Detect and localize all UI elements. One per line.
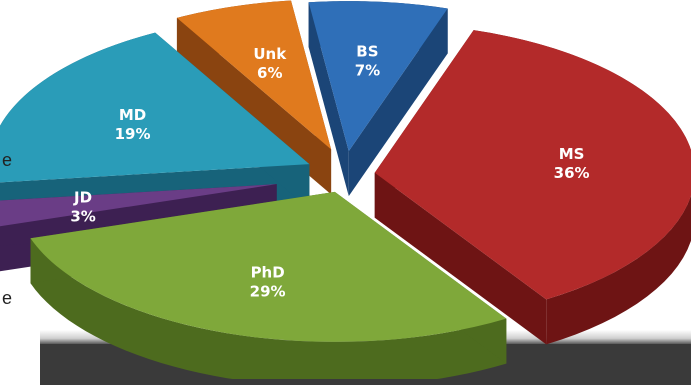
slice-label-phd-name: PhD — [251, 263, 285, 281]
slice-label-ms-name: MS — [559, 145, 585, 163]
slice-label-ms-pct: 36% — [554, 164, 590, 182]
slice-label-jd-name: JD — [73, 188, 92, 206]
slice-label-md-pct: 19% — [115, 125, 151, 143]
slice-ms-top — [374, 30, 691, 300]
slice-bs-top — [308, 1, 448, 152]
slice-label-jd-pct: 3% — [70, 207, 95, 225]
slice-label-md-name: MD — [119, 106, 146, 124]
slice-ms-wall-1 — [374, 172, 547, 345]
slice-ms — [374, 30, 691, 345]
slice-jd-top — [0, 184, 277, 227]
slice-bs-wall-0 — [308, 2, 349, 197]
edge-text-upper: e — [2, 150, 13, 170]
slice-bs-wall-1 — [348, 8, 448, 197]
slice-label-unk-pct: 6% — [257, 64, 282, 82]
slice-label-bs-name: BS — [356, 43, 378, 61]
slice-phd — [30, 191, 507, 379]
slice-phd-side — [30, 238, 507, 379]
slice-label-bs-pct: 7% — [355, 62, 380, 80]
slice-label-phd-pct: 29% — [250, 282, 286, 300]
slice-phd-top — [30, 191, 507, 342]
edge-text-lower: e — [2, 288, 13, 308]
slice-label-unk-name: Unk — [253, 45, 287, 63]
slice-unk-top — [176, 0, 332, 150]
slice-bs — [308, 1, 448, 197]
slice-md-top — [0, 32, 310, 183]
